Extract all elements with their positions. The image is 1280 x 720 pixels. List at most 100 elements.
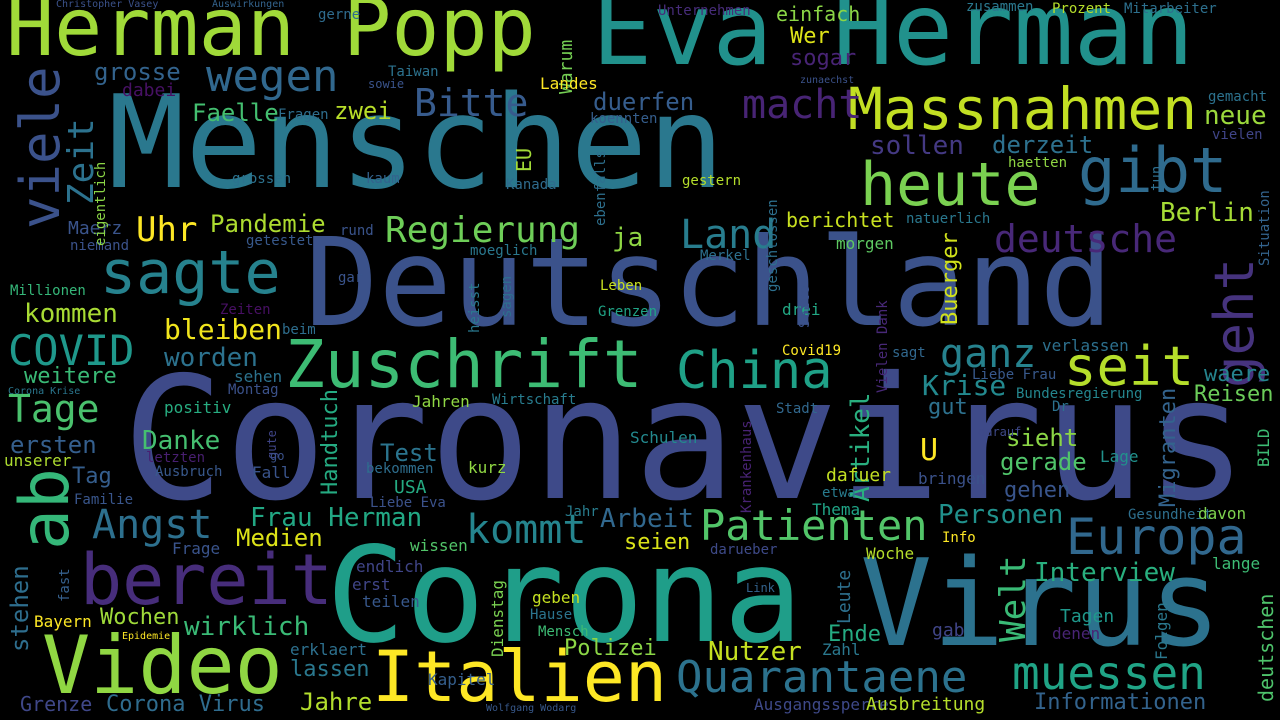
word-land: Land [680,212,777,258]
word-ganz: ganz [940,331,1037,377]
word-gehen: gehen [1004,478,1071,503]
word-arbeit: Arbeit [600,504,694,534]
word-personen: Personen [938,500,1064,530]
word-ja: ja [612,223,644,253]
word-zunaechst: zunaechst [800,75,855,86]
word-gibt: gibt [1078,134,1228,207]
word-dr: Dr [1052,399,1069,415]
word-quarantaene: Quarantaene [676,652,968,703]
word-test: Test [380,439,438,467]
word-dabei: dabei [122,80,177,101]
word-zusammen: zusammen [966,0,1034,15]
word-teilen: teilen [362,592,420,611]
word-italien: Italien [372,636,668,718]
word-heute: heute [860,150,1041,220]
word-welt: Welt [993,555,1034,642]
word-angst: Angst [92,502,213,548]
word-covid19: Covid19 [782,343,842,359]
word-sagte: sagte [100,238,281,308]
word-berlin: Berlin [1160,198,1254,228]
word-davon: davon [1198,504,1247,523]
word-jahre: Jahre [300,688,373,716]
word-zahl: Zahl [822,640,861,659]
word-wochen: Wochen [100,605,180,630]
word-eu: EU [512,147,536,172]
word-ende: Ende [828,622,881,647]
word-zeiten: Zeiten [220,302,271,318]
word-maerz: Maerz [68,218,123,239]
word-frage: Frage [172,539,221,558]
word-lange: lange [1212,554,1261,573]
word-corona-virus: Corona Virus [106,692,265,717]
word-video: Video [42,619,283,712]
word-millionen: Millionen [10,283,86,299]
word-polizei: Polizei [564,636,657,661]
word-ausbruch: Ausbruch [155,464,223,480]
word-wolfgang-wodarg: Wolfgang Wodarg [486,703,577,714]
word-china: China [676,341,833,401]
word-unternehmen: Unternehmen [658,3,751,19]
word-derzeit: derzeit [992,131,1094,159]
word-seit: seit [1064,335,1195,398]
word-folgen: Folgen [1152,602,1171,660]
word-kommt: kommt [466,507,587,553]
word-tun: tun [1149,165,1165,191]
word-nutzer: Nutzer [708,637,802,667]
word-neue: neue [1204,101,1267,131]
word-stehen: stehen [6,565,34,652]
word-tagen: Tagen [1060,606,1115,627]
word-viele: viele [9,66,72,229]
word-ebenfalls: ebenfalls [593,150,609,226]
word-waere: waere [1204,362,1271,387]
word-patienten: Patienten [700,501,928,550]
word-zuschrift: Zuschrift [285,326,643,403]
word-corona-krise: Corona Krise [8,386,81,397]
word-fragen: Fragen [278,107,329,123]
word-epidemie: Epidemie [122,631,171,642]
word-seite: Seite [797,285,813,328]
word-morgen: morgen [836,234,894,253]
word-buerger: Buerger [938,232,963,325]
word-worden: worden [164,343,258,373]
word-go: go [270,449,285,463]
word-uhr: Uhr [136,210,198,250]
word-lage: Lage [1100,447,1139,466]
word-bayern: Bayern [34,612,92,631]
word-unserer: unserer [4,451,72,470]
word-u: U [920,433,939,468]
word-familie: Familie [74,492,134,508]
word-getestet: getestet [246,233,314,249]
word-deutsche: deutsche [994,217,1178,261]
word-natuerlich: natuerlich [906,211,991,227]
word-muessen: muessen [1012,646,1206,700]
word-sogar: sogar [790,46,857,71]
word-kaum: kaum [366,171,400,187]
word-ausbreitung: Ausbreitung [866,694,986,715]
word-leben: Leben [600,278,643,294]
word-christopher-vasey: Christopher Vasey [56,0,159,10]
word-frau-herman: Frau Herman [250,503,423,533]
word-deutschen: deutschen [1254,593,1278,702]
word-bild: BILD [1254,428,1273,467]
word-mensch: Mensch [538,624,589,640]
word-niemand: niemand [70,238,130,254]
word-sagen: sagen [499,275,515,318]
word-herman-popp: Herman Popp [6,0,536,74]
word-liebe-frau: Liebe Frau [972,367,1057,383]
word-fast: fast [57,568,73,602]
word-ausgangssperre: Ausgangssperre [754,695,889,714]
word-wissen: wissen [410,536,468,555]
word-europa: Europa [1066,508,1247,566]
word-zwei: zwei [334,97,392,125]
word-medien: Medien [236,524,323,552]
word-darauf: darauf [978,425,1022,439]
word-deutschland: Deutschland [305,212,1113,354]
word-vielen: vielen [1212,127,1263,143]
word-einfach: einfach [776,2,861,26]
word-kurz: kurz [468,458,507,477]
word-liebe-eva: Liebe Eva [370,495,446,511]
word-gestern: gestern [682,173,742,189]
word-taiwan: Taiwan [388,64,439,80]
word-sollen: sollen [870,131,964,161]
